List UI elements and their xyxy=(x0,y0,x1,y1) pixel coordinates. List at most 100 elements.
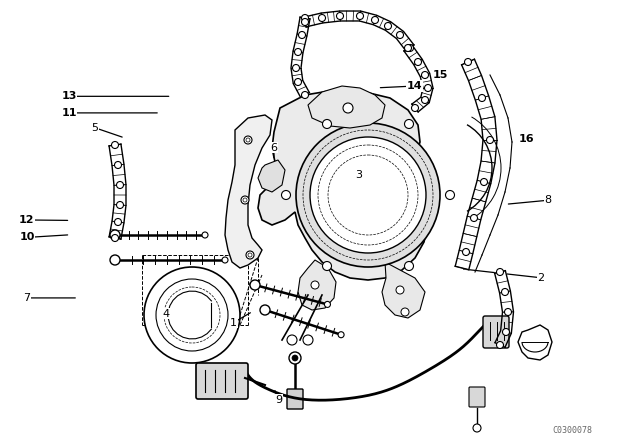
Circle shape xyxy=(497,341,504,349)
Circle shape xyxy=(404,120,413,129)
Polygon shape xyxy=(518,325,552,360)
Circle shape xyxy=(486,137,493,143)
Text: 2: 2 xyxy=(537,273,545,283)
Circle shape xyxy=(465,59,472,65)
Text: 5: 5 xyxy=(92,123,98,133)
Circle shape xyxy=(473,424,481,432)
Circle shape xyxy=(289,352,301,364)
Circle shape xyxy=(445,190,454,199)
Circle shape xyxy=(422,96,429,103)
Circle shape xyxy=(422,72,429,78)
Circle shape xyxy=(323,262,332,271)
Circle shape xyxy=(294,78,301,86)
Circle shape xyxy=(164,287,220,343)
Circle shape xyxy=(294,48,301,56)
Circle shape xyxy=(144,267,240,363)
Circle shape xyxy=(343,103,353,113)
Circle shape xyxy=(116,202,124,208)
Circle shape xyxy=(301,14,308,22)
Circle shape xyxy=(244,136,252,144)
Circle shape xyxy=(296,123,440,267)
FancyBboxPatch shape xyxy=(483,316,509,348)
Circle shape xyxy=(301,91,308,99)
Circle shape xyxy=(497,268,504,276)
Circle shape xyxy=(502,289,509,296)
Circle shape xyxy=(115,219,122,225)
Circle shape xyxy=(479,95,486,102)
Circle shape xyxy=(424,85,431,91)
Circle shape xyxy=(504,309,511,315)
Circle shape xyxy=(282,190,291,199)
FancyBboxPatch shape xyxy=(469,387,485,407)
Circle shape xyxy=(156,279,228,351)
Circle shape xyxy=(241,196,249,204)
Text: 16: 16 xyxy=(518,134,534,144)
Text: 11: 11 xyxy=(61,108,77,118)
Circle shape xyxy=(463,249,470,255)
Circle shape xyxy=(319,14,326,22)
Circle shape xyxy=(404,44,412,52)
Circle shape xyxy=(243,198,247,202)
Circle shape xyxy=(401,308,409,316)
Circle shape xyxy=(385,22,392,30)
Text: 4: 4 xyxy=(163,309,170,319)
Circle shape xyxy=(111,142,118,148)
Polygon shape xyxy=(298,260,336,310)
Circle shape xyxy=(116,181,124,189)
Polygon shape xyxy=(518,325,552,360)
Polygon shape xyxy=(308,86,385,128)
Polygon shape xyxy=(225,115,272,268)
Circle shape xyxy=(397,31,403,39)
Circle shape xyxy=(248,253,252,257)
Text: 6: 6 xyxy=(271,143,277,153)
Polygon shape xyxy=(258,90,428,280)
Text: 14: 14 xyxy=(407,81,422,91)
Circle shape xyxy=(250,280,260,290)
Text: 10: 10 xyxy=(19,233,35,242)
Circle shape xyxy=(246,251,254,259)
Text: 3: 3 xyxy=(355,170,362,180)
Text: C0300078: C0300078 xyxy=(552,426,592,435)
Text: 15: 15 xyxy=(433,70,448,80)
Polygon shape xyxy=(382,262,425,318)
Circle shape xyxy=(404,262,413,271)
Polygon shape xyxy=(109,144,126,239)
Circle shape xyxy=(115,161,122,168)
Polygon shape xyxy=(404,45,433,112)
Polygon shape xyxy=(455,59,497,270)
Circle shape xyxy=(324,302,330,307)
Circle shape xyxy=(338,332,344,338)
Circle shape xyxy=(260,305,270,315)
Circle shape xyxy=(356,13,364,20)
Text: 12: 12 xyxy=(19,215,35,225)
FancyBboxPatch shape xyxy=(287,389,303,409)
Circle shape xyxy=(470,215,477,221)
Text: 8: 8 xyxy=(544,195,552,205)
Text: 13: 13 xyxy=(61,91,77,101)
Circle shape xyxy=(311,281,319,289)
Circle shape xyxy=(301,18,308,26)
Circle shape xyxy=(406,44,413,52)
Circle shape xyxy=(246,138,250,142)
Polygon shape xyxy=(291,17,310,97)
Text: 1: 1 xyxy=(230,318,237,327)
Text: 9: 9 xyxy=(275,395,282,405)
Circle shape xyxy=(396,286,404,294)
Circle shape xyxy=(202,232,208,238)
Polygon shape xyxy=(495,271,513,347)
Polygon shape xyxy=(258,160,285,192)
Circle shape xyxy=(415,59,422,65)
Circle shape xyxy=(111,234,118,241)
Circle shape xyxy=(337,13,344,20)
Circle shape xyxy=(298,31,305,39)
Circle shape xyxy=(310,137,426,253)
Circle shape xyxy=(110,255,120,265)
Polygon shape xyxy=(304,11,414,51)
Circle shape xyxy=(303,335,313,345)
Circle shape xyxy=(292,65,300,72)
Circle shape xyxy=(371,17,378,23)
Circle shape xyxy=(412,104,419,112)
Circle shape xyxy=(292,355,298,361)
Circle shape xyxy=(323,120,332,129)
Circle shape xyxy=(502,328,509,336)
